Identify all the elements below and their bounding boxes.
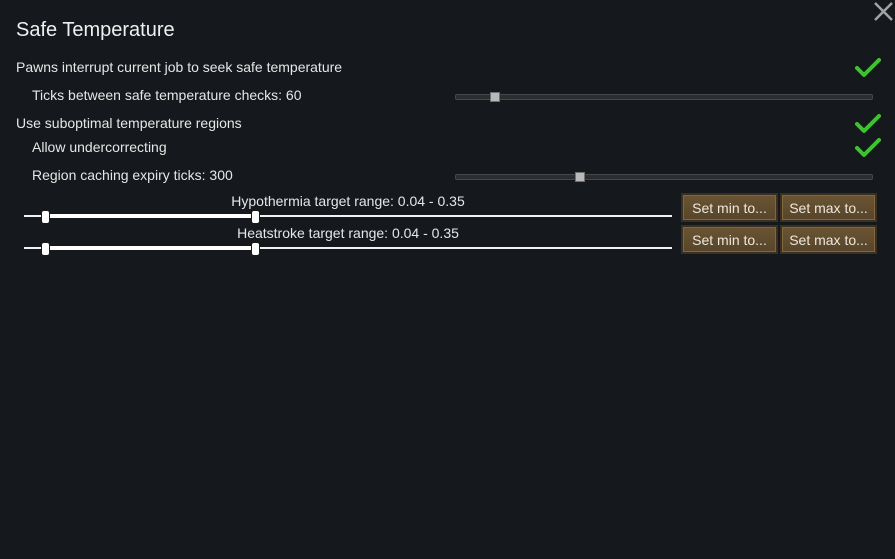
close-button[interactable] [871,0,895,24]
ticks-slider[interactable] [455,92,873,102]
hypothermia-range-label: Hypothermia target range: 0.04 - 0.35 [231,193,465,209]
dialog-title: Safe Temperature [16,19,175,41]
hypothermia-min-handle[interactable] [41,210,50,224]
undercorrect-checkbox[interactable] [855,137,881,159]
range-track [24,215,672,217]
interrupt-checkbox[interactable] [855,57,881,79]
checkmark-icon [855,58,881,77]
heatstroke-set-min-button[interactable]: Set min to... [681,225,778,254]
range-selection [45,214,255,218]
ticks-label: Ticks between safe temperature checks: 6… [32,87,302,103]
suboptimal-checkbox[interactable] [855,113,881,135]
hypothermia-set-max-button[interactable]: Set max to... [780,193,877,222]
suboptimal-label: Use suboptimal temperature regions [16,115,242,131]
undercorrect-label: Allow undercorrecting [32,139,167,155]
heatstroke-min-handle[interactable] [41,242,50,256]
hypothermia-max-handle[interactable] [251,210,260,224]
expiry-label: Region caching expiry ticks: 300 [32,167,233,183]
expiry-slider[interactable] [455,172,873,182]
ticks-slider-thumb[interactable] [490,92,500,102]
heatstroke-range-slider[interactable] [24,237,672,257]
checkmark-icon [855,138,881,157]
range-selection [45,246,255,250]
heatstroke-range-label: Heatstroke target range: 0.04 - 0.35 [237,225,459,241]
range-track [24,247,672,249]
checkmark-icon [855,114,881,133]
heatstroke-max-handle[interactable] [251,242,260,256]
interrupt-label: Pawns interrupt current job to seek safe… [16,59,343,75]
heatstroke-set-max-button[interactable]: Set max to... [780,225,877,254]
hypothermia-range-slider[interactable] [24,205,672,225]
hypothermia-set-min-button[interactable]: Set min to... [681,193,778,222]
close-icon [874,2,893,21]
expiry-slider-thumb[interactable] [575,172,585,182]
